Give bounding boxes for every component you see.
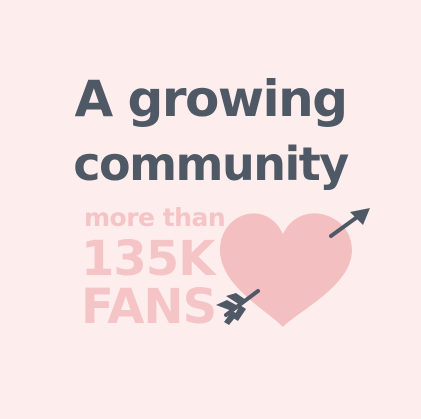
heart-icon: [220, 213, 352, 327]
fans-label: FANS: [81, 279, 217, 335]
arrow-head-icon: [350, 208, 370, 225]
fans-count: 135K: [81, 231, 215, 287]
arrow-shaft-upper: [329, 213, 362, 238]
headline-line-2: community: [73, 137, 349, 191]
stats-prefix: more than: [84, 203, 226, 232]
headline-line-1: A growing: [74, 70, 348, 128]
arrow-fletching-icon: [216, 293, 246, 325]
